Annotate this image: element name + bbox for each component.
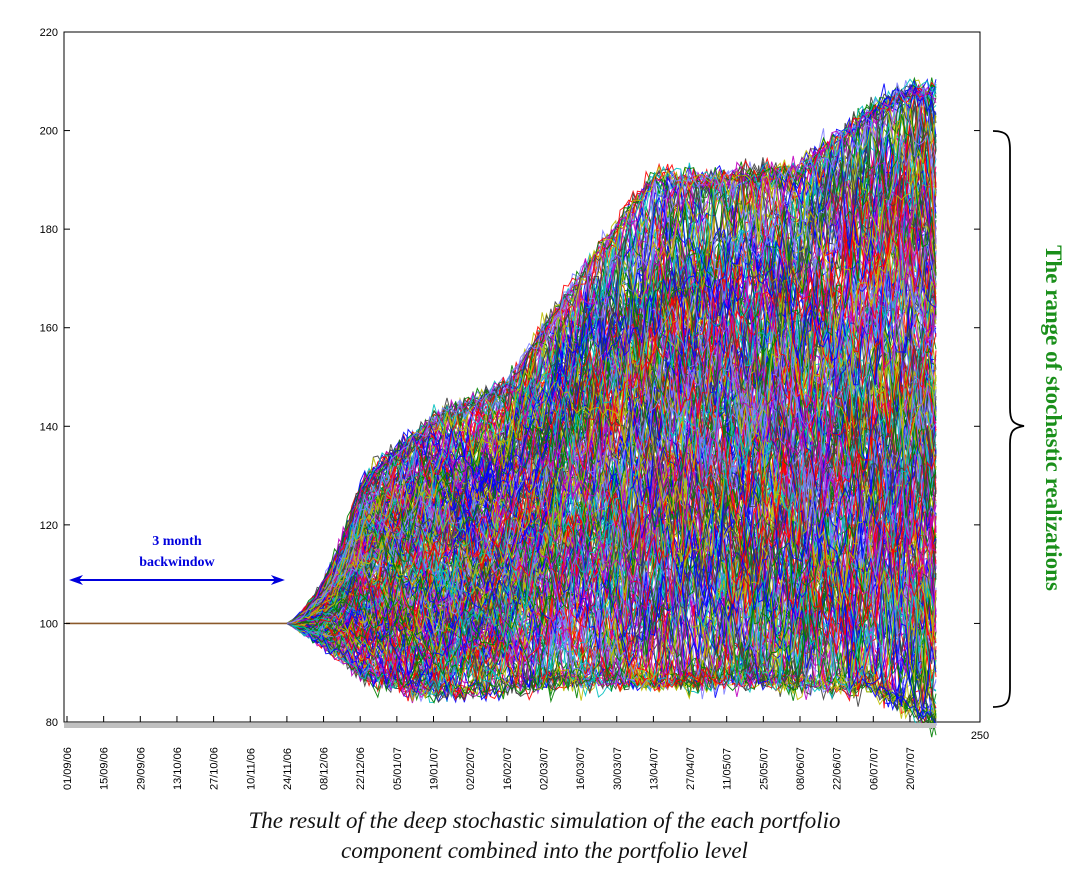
x-tick-label: 19/01/07 [429, 747, 441, 790]
backwindow-label-line-2: backwindow [139, 555, 215, 570]
x-tick-label: 06/07/07 [868, 747, 880, 790]
realization-path [286, 169, 937, 624]
realization-path [286, 325, 937, 646]
realization-path [286, 102, 937, 624]
x-tick-label: 29/09/06 [135, 747, 147, 790]
y-tick-label: 220 [40, 27, 58, 39]
backwindow-label-line-1: 3 month [152, 534, 202, 549]
y-axis: 80 100 120 140 160 180 200 220 [40, 27, 980, 729]
range-label: The range of stochastic realizations [1041, 245, 1066, 591]
x-tick-label: 05/01/07 [392, 747, 404, 790]
backwindow-arrow-right [270, 575, 285, 585]
x-tick-label: 16/03/07 [575, 747, 587, 790]
realization-paths [66, 76, 937, 738]
x-tick-label: 25/05/07 [758, 747, 770, 790]
realization-path [286, 83, 937, 624]
realization-path [286, 81, 937, 624]
y-tick-label: 200 [40, 126, 58, 138]
y-tick-label: 140 [40, 421, 58, 433]
y-tick-label: 100 [40, 618, 58, 630]
realization-path [286, 90, 937, 624]
caption-line-2: component combined into the portfolio le… [341, 838, 748, 863]
x-tick-label: 08/12/06 [319, 747, 331, 790]
y-tick-label: 120 [40, 520, 58, 532]
x-tick-label: 16/02/07 [502, 747, 514, 790]
realization-path [286, 291, 937, 657]
x-tick-label: 08/06/07 [795, 747, 807, 790]
x-tick-label: 22/06/07 [832, 747, 844, 790]
realization-path [286, 421, 937, 712]
realization-path [286, 336, 937, 676]
realization-path [286, 87, 937, 624]
realization-path [286, 402, 937, 693]
realization-path [286, 78, 937, 624]
x-tick-label: 01/09/06 [62, 747, 74, 790]
x-tick-label: 24/11/06 [282, 748, 294, 790]
x-axis: 01/09/06 15/09/06 29/09/06 13/10/06 27/10/06… [62, 716, 989, 790]
x-tick-label: 15/09/06 [99, 747, 111, 790]
realization-path [286, 82, 937, 624]
range-brace [992, 130, 1025, 708]
x-axis-band [64, 723, 936, 728]
x-tick-label: 30/03/07 [612, 747, 624, 790]
backwindow-arrow-left [69, 575, 83, 585]
y-tick-label: 180 [40, 224, 58, 236]
realization-path [286, 425, 937, 643]
realization-path [286, 232, 937, 624]
realization-path [286, 287, 937, 632]
x-tick-label: 02/03/07 [538, 747, 550, 790]
realization-path [286, 115, 937, 624]
realization-path [286, 89, 937, 624]
x-tick-label: 22/12/06 [355, 747, 367, 790]
realization-path [286, 80, 937, 624]
realization-path [286, 154, 937, 624]
x-tick-label: 02/02/07 [465, 747, 477, 790]
caption-line-1: The result of the deep stochastic simula… [248, 808, 841, 833]
x-end-label: 250 [971, 730, 989, 742]
realization-path [286, 177, 937, 624]
x-tick-label: 27/10/06 [209, 747, 221, 790]
x-tick-label: 20/07/07 [905, 747, 917, 790]
x-tick-label: 13/04/07 [648, 747, 660, 790]
backwindow-annotation: 3 month backwindow [69, 534, 285, 585]
realization-path [286, 88, 937, 624]
x-tick-label: 10/11/06 [245, 748, 257, 790]
x-tick-label: 27/04/07 [685, 747, 697, 790]
y-tick-label: 80 [46, 717, 58, 729]
y-tick-label: 160 [40, 323, 58, 335]
x-tick-label: 13/10/06 [172, 747, 184, 790]
realization-path [286, 87, 937, 624]
realization-path [286, 178, 937, 624]
x-tick-label: 11/05/07 [722, 748, 734, 790]
